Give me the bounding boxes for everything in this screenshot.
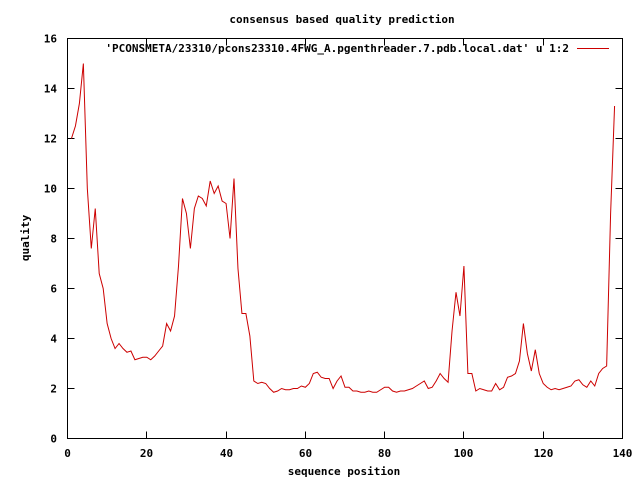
legend-label: 'PCONSMETA/23310/pcons23310.4FWG_A.pgent… — [105, 42, 569, 55]
y-tick-label: 2 — [50, 383, 57, 396]
chart-title: consensus based quality prediction — [229, 13, 454, 26]
y-tick-label: 6 — [50, 283, 57, 296]
y-tick-label: 10 — [44, 183, 57, 196]
x-tick-label: 140 — [613, 447, 633, 460]
series-line — [70, 63, 616, 393]
y-tick-label: 16 — [44, 33, 58, 46]
y-tick-label: 8 — [50, 233, 57, 246]
series-group — [70, 63, 616, 393]
x-tick-label: 20 — [140, 447, 153, 460]
y-tick-label: 14 — [44, 83, 58, 96]
x-tick-label: 80 — [378, 447, 391, 460]
x-tick-label: 40 — [220, 447, 233, 460]
y-tick-label: 0 — [50, 433, 57, 446]
y-tick-label: 12 — [44, 133, 57, 146]
x-tick-label: 0 — [64, 447, 71, 460]
plot-frame — [67, 38, 623, 439]
y-axis-label: quality — [19, 214, 32, 261]
legend: 'PCONSMETA/23310/pcons23310.4FWG_A.pgent… — [105, 42, 609, 55]
x-tick-label: 120 — [534, 447, 554, 460]
x-tick-label: 60 — [299, 447, 312, 460]
axis-ticks — [67, 38, 623, 439]
axis-tick-labels: 0 20 40 60 80 100 120 140 0 2 4 6 8 10 12 14 16 — [44, 33, 633, 461]
x-tick-label: 100 — [454, 447, 474, 460]
y-tick-label: 4 — [50, 333, 57, 346]
x-axis-label: sequence position — [288, 465, 401, 478]
